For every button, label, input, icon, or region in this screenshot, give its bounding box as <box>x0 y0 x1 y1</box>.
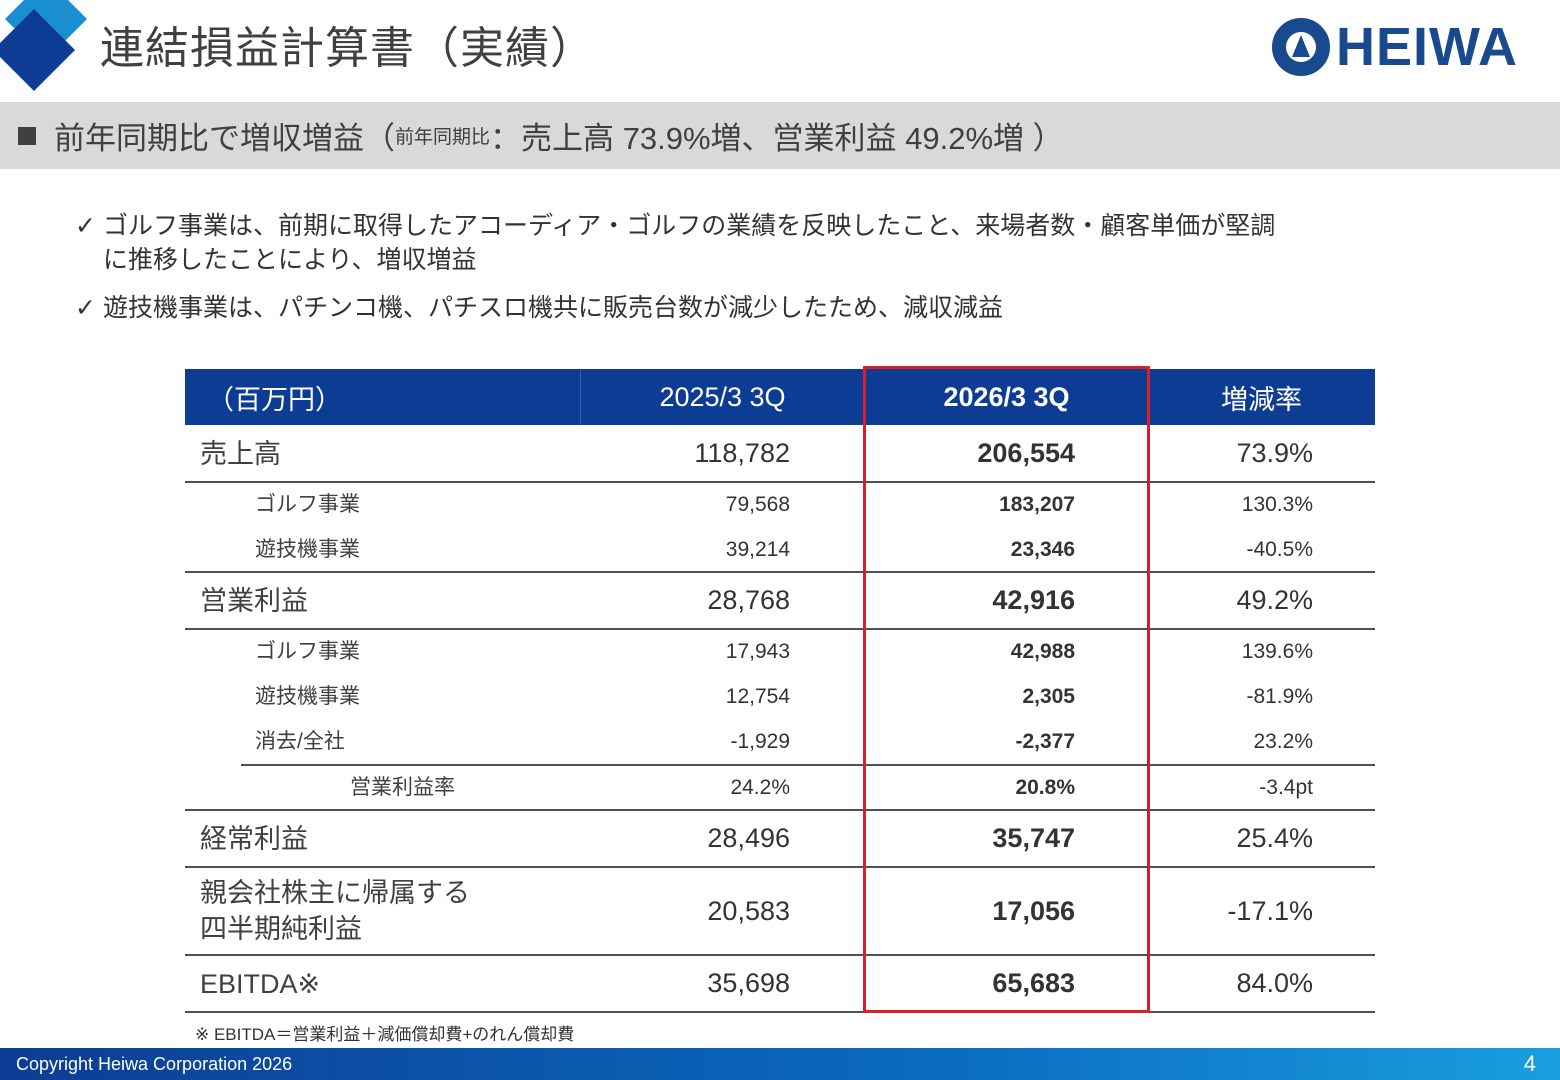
row-divider <box>185 481 1375 483</box>
cell-rate: 49.2% <box>1236 585 1313 615</box>
header-rate: 増減率 <box>1221 384 1302 415</box>
table-header: （百万円） 2025/3 3Q 2026/3 3Q 増減率 <box>185 369 1375 425</box>
logo-text: HEIWA <box>1336 17 1519 77</box>
income-statement-table: （百万円） 2025/3 3Q 2026/3 3Q 増減率 売上高 118,782… <box>185 369 1375 1013</box>
highlight-current-period <box>863 366 1150 1013</box>
cell-curr: 20.8% <box>1015 775 1075 799</box>
cell-curr: 17,056 <box>992 895 1075 926</box>
row-label: 遊技機事業 <box>255 684 360 708</box>
cell-rate: -40.5% <box>1246 537 1313 561</box>
copyright: Copyright Heiwa Corporation 2026 <box>16 1053 293 1074</box>
cell-prev: 39,214 <box>725 537 790 561</box>
row-label: 遊技機事業 <box>255 537 360 561</box>
cell-prev: 28,768 <box>707 585 790 615</box>
cell-rate: -3.4pt <box>1259 775 1313 799</box>
banner-small: 前年同期比 <box>395 127 491 148</box>
heiwa-emblem-icon <box>1272 18 1330 76</box>
row-divider <box>185 809 1375 811</box>
row-label: 親会社株主に帰属する 四半期純利益 <box>200 878 470 944</box>
footer: Copyright Heiwa Corporation 2026 4 <box>0 1048 1560 1080</box>
cell-rate: 139.6% <box>1241 639 1313 663</box>
banner-rest: ：売上高 73.9%増、営業利益 49.2%増 ） <box>490 121 1064 156</box>
row-label: 営業利益率 <box>350 775 455 799</box>
ebitda-note: ※ EBITDA＝営業利益＋減価償却費+のれん償却費 <box>195 1025 575 1044</box>
header-curr: 2026/3 3Q <box>943 381 1070 412</box>
cell-rate: -81.9% <box>1246 684 1313 708</box>
row-divider <box>185 1011 1375 1013</box>
header-prev: 2025/3 3Q <box>659 381 786 412</box>
cell-rate: 25.4% <box>1236 823 1313 853</box>
row-divider <box>185 571 1375 573</box>
row-label: 消去/全社 <box>255 730 345 753</box>
row-divider <box>241 764 1375 766</box>
cell-rate: 23.2% <box>1253 730 1313 753</box>
check-icon: ✓ <box>75 212 96 240</box>
banner-main: 前年同期比で増収増益（ <box>54 121 395 156</box>
bullet-text: 遊技機事業は、パチンコ機、パチスロ機共に販売台数が減少したため、減収減益 <box>103 294 1004 322</box>
square-bullet-icon <box>18 126 36 145</box>
row-label: ゴルフ事業 <box>255 492 360 516</box>
cell-prev: 118,782 <box>694 438 790 468</box>
cell-prev: 24.2% <box>730 775 790 799</box>
header-unit: （百万円） <box>207 384 342 415</box>
cell-prev: 28,496 <box>707 823 790 853</box>
cell-rate: 73.9% <box>1236 438 1313 468</box>
row-divider <box>185 628 1375 630</box>
cell-curr: 42,988 <box>1010 639 1075 663</box>
cell-rate: 130.3% <box>1241 492 1313 516</box>
cell-rate: 84.0% <box>1236 968 1313 998</box>
cell-rate: -17.1% <box>1227 895 1313 926</box>
cell-curr: 2,305 <box>1022 684 1075 708</box>
cell-prev: 17,943 <box>725 639 790 663</box>
summary-banner: 前年同期比で増収増益（ 前年同期比 ：売上高 73.9%増、営業利益 49.2%増 … <box>0 102 1560 169</box>
cell-prev: 12,754 <box>725 684 790 708</box>
row-label: 売上高 <box>200 438 281 469</box>
row-divider <box>185 866 1375 868</box>
cell-curr: 42,916 <box>992 585 1075 615</box>
row-label: EBITDA※ <box>200 968 321 999</box>
row-label: 経常利益 <box>200 823 308 854</box>
page-number: 4 <box>1523 1051 1536 1076</box>
row-divider <box>185 954 1375 956</box>
bullet-golf: ✓ ゴルフ事業は、前期に取得したアコーディア・ゴルフの業績を反映したこと、来場者数… <box>75 209 1275 277</box>
heiwa-logo: HEIWA <box>1272 16 1518 78</box>
page-title: 連結損益計算書（実績） <box>100 23 595 74</box>
cell-curr: 35,747 <box>992 823 1075 853</box>
bullet-text: ゴルフ事業は、前期に取得したアコーディア・ゴルフの業績を反映したこと、来場者数・… <box>103 212 1276 240</box>
cell-prev: 35,698 <box>707 968 790 998</box>
check-icon: ✓ <box>75 294 96 322</box>
cell-curr: -2,377 <box>1015 730 1075 753</box>
cell-prev: -1,929 <box>730 730 790 753</box>
row-label: 営業利益 <box>200 585 308 616</box>
cell-prev: 79,568 <box>725 492 790 516</box>
cell-curr: 206,554 <box>977 438 1075 468</box>
bullet-gaming: ✓ 遊技機事業は、パチンコ機、パチスロ機共に販売台数が減少したため、減収減益 <box>75 291 1003 325</box>
bullet-text: に推移したことにより、増収増益 <box>103 246 477 274</box>
cell-curr: 23,346 <box>1010 537 1075 561</box>
cell-prev: 20,583 <box>707 895 790 926</box>
cell-curr: 65,683 <box>992 968 1075 998</box>
cell-curr: 183,207 <box>999 492 1075 516</box>
row-label: ゴルフ事業 <box>255 639 360 663</box>
